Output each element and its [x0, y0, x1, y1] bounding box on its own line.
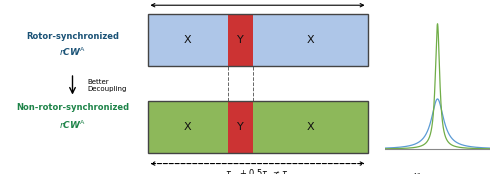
Text: X: X [184, 35, 192, 45]
Text: Y: Y [236, 122, 244, 132]
Text: Non-rotor-synchronized: Non-rotor-synchronized [16, 103, 129, 112]
Bar [252, 101, 368, 153]
Text: Rotor-synchronized: Rotor-synchronized [26, 32, 119, 41]
Bar [148, 14, 368, 66]
Text: $r$CW$^\mathsf{A}$: $r$CW$^\mathsf{A}$ [59, 119, 86, 132]
Bar [148, 101, 368, 153]
Text: Better
Decoupling: Better Decoupling [88, 79, 127, 92]
Text: X: X [306, 122, 314, 132]
Bar [148, 101, 228, 153]
Bar [252, 14, 368, 66]
Bar [228, 101, 252, 153]
Text: X: X [306, 35, 314, 45]
Text: Y: Y [236, 35, 244, 45]
Text: $\tau_{cw}+0.5\tau_{\pi}\neq\tau_{r}$: $\tau_{cw}+0.5\tau_{\pi}\neq\tau_{r}$ [224, 167, 290, 174]
Bar [228, 14, 252, 66]
Text: $r$CW$^\mathsf{A}$: $r$CW$^\mathsf{A}$ [59, 46, 86, 58]
Text: X: X [184, 122, 192, 132]
Text: $\tau_{cw}+0.5\tau_{\pi}=\tau_{r}$: $\tau_{cw}+0.5\tau_{\pi}=\tau_{r}$ [224, 0, 290, 3]
Text: $^{13}$C$_{\alpha}$-Glycine: $^{13}$C$_{\alpha}$-Glycine [413, 171, 462, 174]
Bar [148, 14, 228, 66]
